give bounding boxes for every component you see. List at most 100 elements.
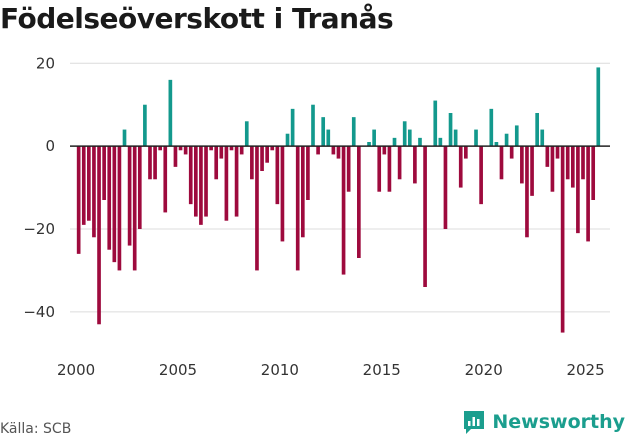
bar bbox=[535, 113, 539, 147]
bar bbox=[117, 146, 122, 271]
bar bbox=[209, 146, 213, 151]
bar bbox=[479, 146, 483, 205]
bar bbox=[560, 146, 565, 333]
gridlines bbox=[70, 62, 610, 313]
bar bbox=[199, 146, 203, 225]
x-tick-label: 2020 bbox=[465, 361, 503, 379]
x-tick-label: 2015 bbox=[363, 361, 401, 379]
bar-chart-icon bbox=[464, 411, 485, 434]
bar bbox=[341, 146, 346, 275]
bar bbox=[504, 133, 509, 147]
bar bbox=[438, 137, 443, 147]
bar bbox=[270, 146, 275, 151]
bar bbox=[153, 146, 157, 180]
bar bbox=[433, 100, 438, 147]
bar bbox=[494, 142, 499, 147]
bar bbox=[193, 146, 198, 217]
y-axis-ticks: −40 −20 0 20 bbox=[23, 54, 55, 321]
bar bbox=[178, 146, 183, 151]
bar bbox=[550, 146, 555, 192]
bar bbox=[306, 146, 310, 200]
bar bbox=[357, 146, 361, 258]
bar bbox=[143, 104, 147, 147]
bar bbox=[224, 146, 229, 221]
bar bbox=[244, 121, 249, 147]
bar bbox=[229, 146, 234, 151]
bar bbox=[525, 146, 529, 238]
bar bbox=[168, 79, 173, 147]
bar bbox=[132, 146, 137, 271]
bar bbox=[499, 146, 504, 180]
bar bbox=[520, 146, 524, 184]
source-label: Källa: SCB bbox=[0, 421, 72, 437]
bar bbox=[463, 146, 468, 159]
bar bbox=[137, 146, 142, 229]
bar bbox=[570, 146, 575, 188]
bar bbox=[255, 146, 259, 271]
bar bbox=[514, 125, 519, 147]
bar bbox=[158, 146, 163, 151]
x-tick-label: 2005 bbox=[159, 361, 197, 379]
y-tick-label: 0 bbox=[45, 137, 55, 155]
bar bbox=[260, 146, 264, 171]
bar bbox=[326, 129, 331, 147]
bar bbox=[372, 129, 376, 147]
bar bbox=[346, 146, 351, 192]
bar bbox=[443, 146, 448, 229]
bar bbox=[413, 146, 417, 184]
bar bbox=[87, 146, 91, 221]
bar bbox=[530, 146, 534, 196]
bar bbox=[300, 146, 305, 238]
bar bbox=[122, 129, 127, 147]
y-tick-label: 20 bbox=[36, 54, 55, 72]
bar bbox=[351, 117, 356, 147]
bar bbox=[234, 146, 239, 217]
bar bbox=[458, 146, 463, 188]
y-tick-label: −40 bbox=[23, 303, 55, 321]
bar bbox=[474, 129, 478, 147]
x-tick-label: 2025 bbox=[566, 361, 604, 379]
bar bbox=[448, 113, 453, 147]
bar bbox=[107, 146, 112, 250]
x-axis-ticks: 2000 2005 2010 2015 2020 2025 bbox=[57, 361, 605, 379]
bar bbox=[555, 146, 560, 159]
bar bbox=[576, 146, 580, 234]
bar bbox=[581, 146, 585, 180]
bar bbox=[591, 146, 596, 200]
x-tick-label: 2000 bbox=[57, 361, 95, 379]
bar bbox=[173, 146, 178, 167]
bar bbox=[565, 146, 570, 180]
bar bbox=[321, 117, 326, 147]
bar bbox=[275, 146, 280, 205]
bar bbox=[453, 129, 458, 147]
bar bbox=[112, 146, 117, 263]
bar bbox=[97, 146, 101, 325]
bar bbox=[92, 146, 96, 238]
bar bbox=[127, 146, 132, 246]
bar bbox=[377, 146, 382, 192]
bar bbox=[183, 146, 188, 155]
bar bbox=[280, 146, 285, 242]
bar bbox=[418, 137, 422, 147]
x-tick-label: 2010 bbox=[261, 361, 299, 379]
bar bbox=[336, 146, 341, 159]
bar bbox=[540, 129, 545, 147]
bar bbox=[265, 146, 269, 163]
bar bbox=[382, 146, 387, 155]
bar bbox=[81, 146, 86, 225]
brand-name: Newsworthy bbox=[492, 411, 625, 433]
bar bbox=[163, 146, 168, 213]
bar bbox=[311, 104, 315, 147]
bar bbox=[367, 142, 371, 147]
bar bbox=[295, 146, 300, 271]
bar bbox=[423, 146, 427, 287]
bar bbox=[239, 146, 244, 155]
bar bbox=[219, 146, 224, 159]
bar bbox=[545, 146, 550, 167]
bar bbox=[102, 146, 106, 200]
bar bbox=[509, 146, 514, 159]
bar bbox=[250, 146, 254, 180]
y-tick-label: −20 bbox=[23, 220, 55, 238]
bar bbox=[489, 108, 494, 147]
bar bbox=[76, 146, 81, 254]
